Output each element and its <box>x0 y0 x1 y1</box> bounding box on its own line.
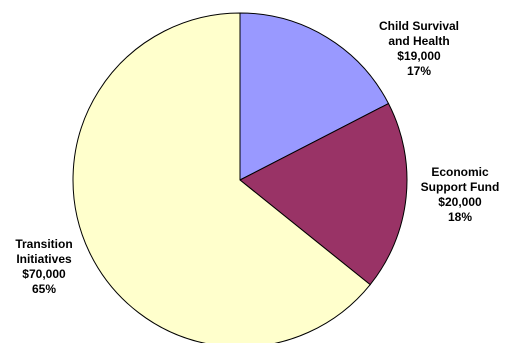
slice-percent-label: 65% <box>32 282 56 296</box>
slice-value-label: $19,000 <box>397 49 441 63</box>
slice-value-label: $20,000 <box>438 195 482 209</box>
slice-name-line: Economic <box>431 165 489 179</box>
pie-slice-label-0: Child Survival and Health $19,000 17% <box>379 19 459 78</box>
slice-name-line: Transition <box>15 237 72 251</box>
pie-slices <box>72 12 408 343</box>
slice-name-line: Initiatives <box>16 252 72 266</box>
pie-labels: Child Survival and Health $19,000 17% Econom… <box>15 19 499 296</box>
slice-percent-label: 17% <box>407 64 431 78</box>
slice-percent-label: 18% <box>448 210 472 224</box>
slice-name-line: and Health <box>388 34 449 48</box>
slice-name-line: Support Fund <box>421 180 500 194</box>
pie-slice-2 <box>72 12 371 343</box>
slice-value-label: $70,000 <box>22 267 66 281</box>
pie-slice-1 <box>239 102 408 286</box>
pie-slice-label-1: Economic Support Fund $20,000 18% <box>421 165 500 224</box>
slice-name-line: Child Survival <box>379 19 459 33</box>
pie-slice-0 <box>239 12 390 181</box>
pie-slice-label-2: Transition Initiatives $70,000 65% <box>15 237 72 296</box>
